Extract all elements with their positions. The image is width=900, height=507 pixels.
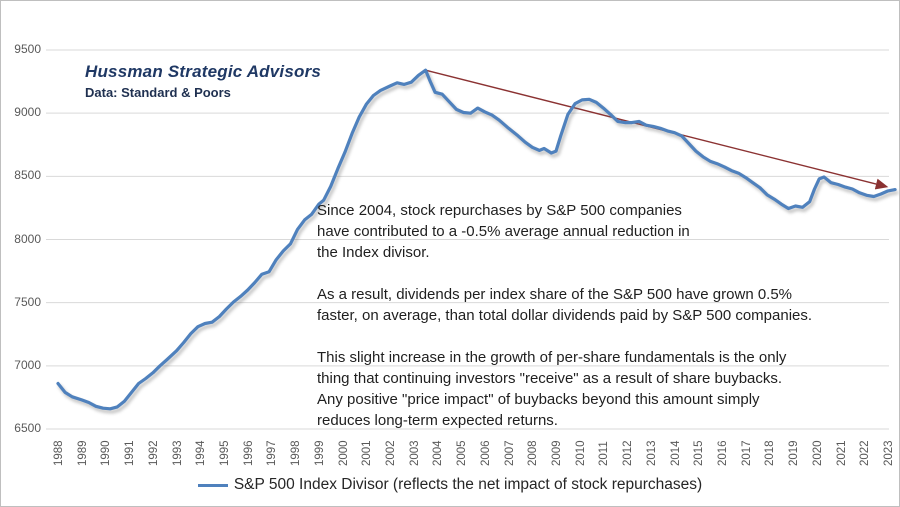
- chart-branding: Hussman Strategic Advisors Data: Standar…: [85, 62, 321, 100]
- divisor-series-line: [56, 68, 897, 411]
- annotation-paragraph-2: As a result, dividends per index share o…: [317, 286, 813, 324]
- annotation-paragraph-3: This slight increase in the growth of pe…: [317, 349, 787, 429]
- y-axis-tick-label: 9500: [14, 42, 41, 56]
- data-source-label: Data: Standard & Poors: [85, 85, 231, 100]
- x-axis-tick-label: 1989: [76, 440, 89, 466]
- x-axis-tick-label: 1998: [290, 440, 303, 466]
- x-axis-tick-label: 1996: [242, 440, 255, 466]
- y-axis-tick-label: 6500: [14, 421, 41, 435]
- x-axis-tick-label: 1994: [195, 440, 208, 466]
- annotation-paragraph-1: Since 2004, stock repurchases by S&P 500…: [317, 202, 690, 261]
- x-axis-tick-label: 1997: [266, 440, 279, 466]
- y-axis-tick-label: 9000: [14, 105, 41, 120]
- x-axis-tick-label: 1995: [218, 440, 231, 466]
- y-axis-tick-label: 7500: [14, 294, 41, 309]
- x-axis-tick-label: 1990: [100, 440, 113, 466]
- y-axis-tick-label: 7000: [14, 357, 41, 372]
- legend-label: S&P 500 Index Divisor (reflects the net …: [233, 476, 703, 493]
- y-axis-tick-label: 8000: [14, 231, 41, 246]
- x-axis-tick-label: 1993: [171, 440, 184, 466]
- annotation-block: Since 2004, stock repurchases by S&P 500…: [317, 200, 897, 452]
- y-axis-tick-label: 8500: [14, 168, 41, 183]
- x-axis-tick-label: 1988: [53, 440, 65, 466]
- x-axis-tick-label: 1992: [147, 440, 160, 466]
- x-axis-tick-label: 1991: [124, 440, 137, 466]
- legend-line-sample: [197, 483, 228, 487]
- legend: S&P 500 Index Divisor (reflects the net …: [1, 476, 899, 494]
- brand-title: Hussman Strategic Advisors: [85, 62, 322, 81]
